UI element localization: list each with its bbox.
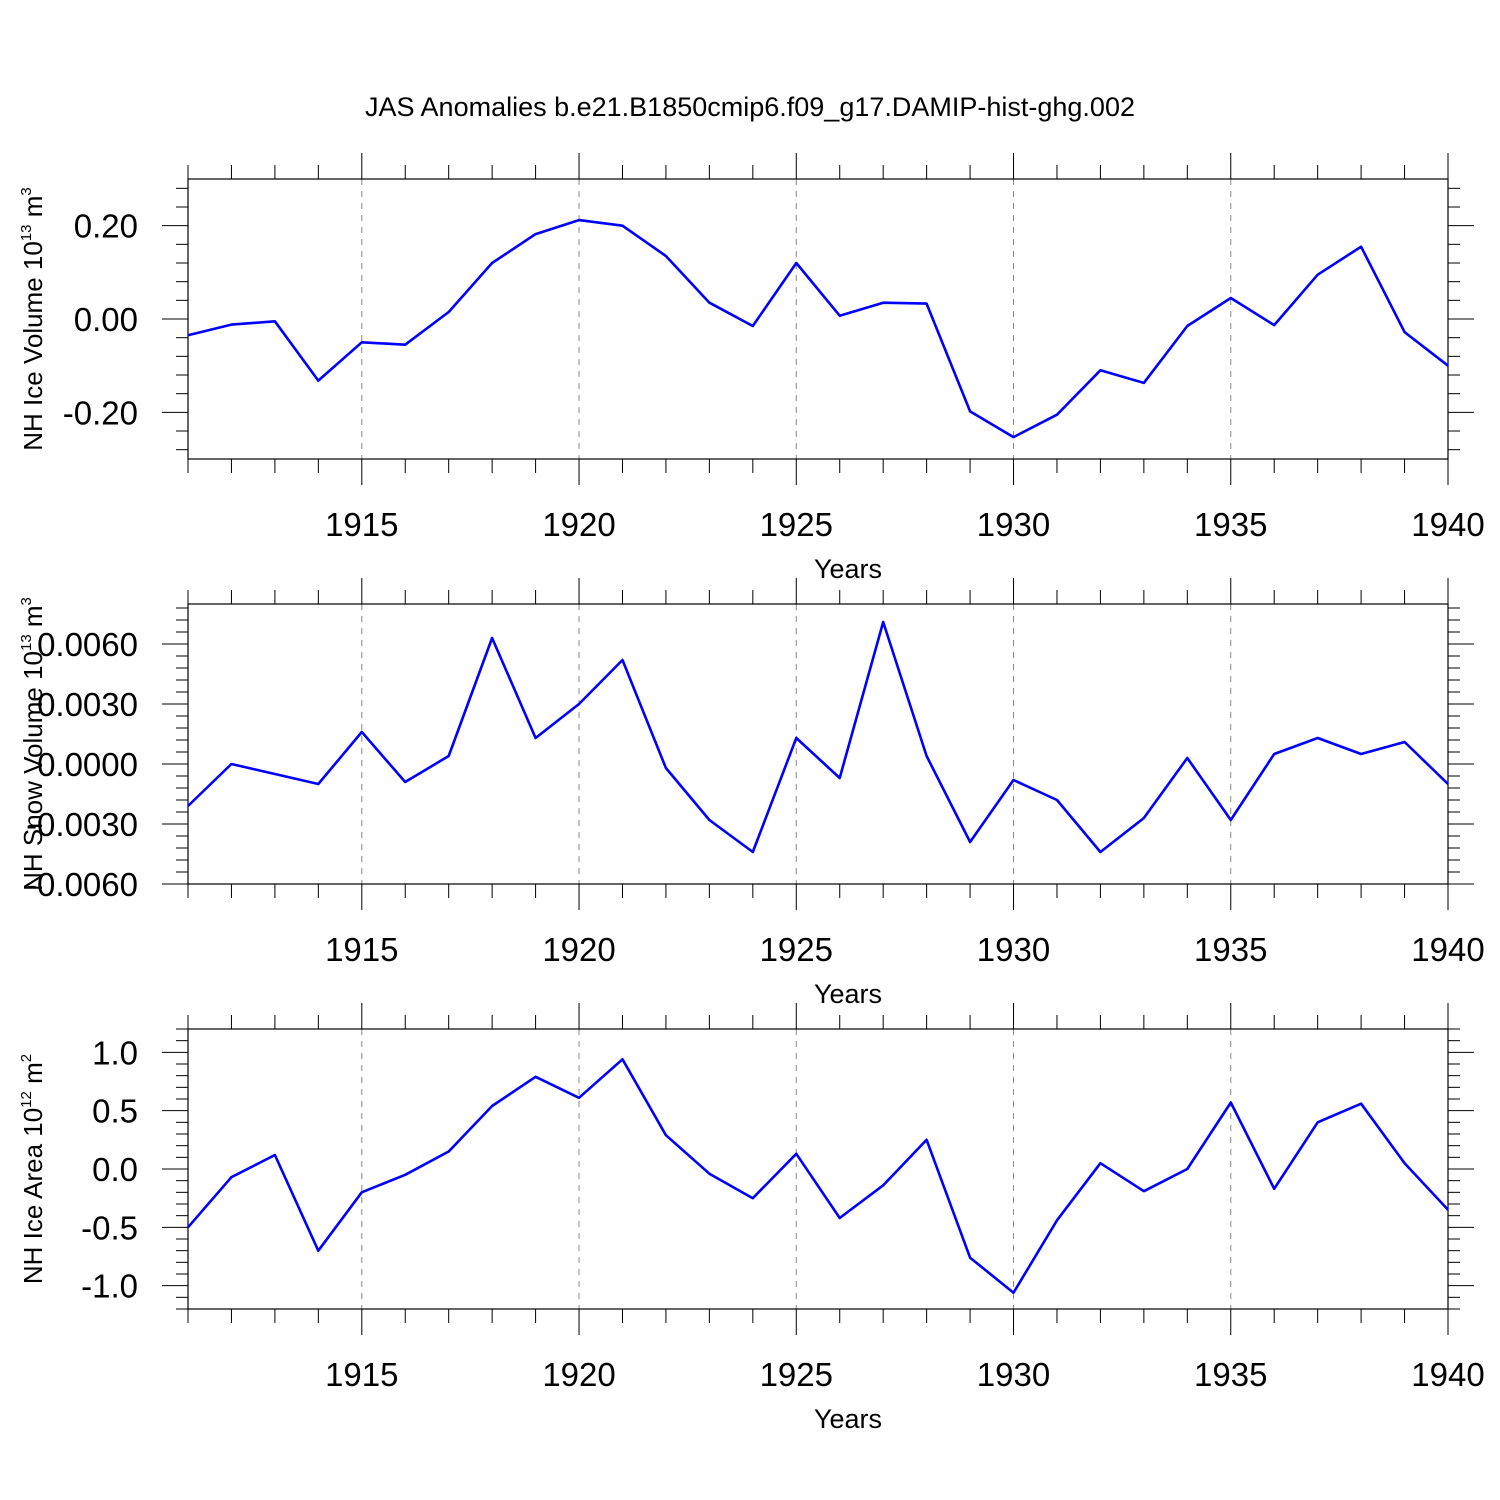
y-axis-title: NH Ice Volume 1013 m3 [18, 187, 48, 450]
y-tick-label: 0.20 [74, 208, 138, 245]
x-tick-label: 1940 [1411, 506, 1484, 543]
y-tick-label: 0.0060 [37, 626, 138, 663]
y-tick-label: 0.0030 [37, 686, 138, 723]
x-tick-label: 1925 [760, 931, 833, 968]
y-tick-label: 0.00 [74, 301, 138, 338]
y-tick-label: -0.0060 [26, 866, 138, 903]
y-tick-label: -0.5 [81, 1209, 138, 1246]
x-axis-title: Years [814, 554, 882, 584]
plot-frame [187, 603, 1449, 885]
y-axis-title: NH Ice Area 1012 m2 [18, 1054, 48, 1284]
panel-1: 0.20 0.00 -0.20 1915 1920 1925 1930 1935 1940 Yea… [18, 153, 1485, 584]
y-tick-label: 0.5 [92, 1093, 138, 1130]
series-line [187, 1058, 1449, 1294]
x-tick-label: 1915 [325, 931, 398, 968]
x-tick-label: 1935 [1194, 506, 1267, 543]
x-tick-label: 1920 [542, 506, 615, 543]
y-tick-label: -0.0030 [26, 806, 138, 843]
x-axis-title: Years [814, 979, 882, 1009]
series-line [187, 620, 1449, 854]
panel-3: 1.0 0.5 0.0 -0.5 -1.0 1915 1920 1925 1930 1935 194… [18, 1003, 1485, 1434]
x-axis-title: Years [814, 1404, 882, 1434]
x-tick-label: 1920 [542, 931, 615, 968]
x-tick-label: 1940 [1411, 1356, 1484, 1393]
panel-2: 0.0060 0.0030 0.0000 -0.0030 -0.0060 1915 1920… [18, 578, 1485, 1009]
x-tick-label: 1935 [1194, 931, 1267, 968]
y-axis-title: NH Snow Volume 1013 m3 [18, 597, 48, 891]
x-tick-label: 1930 [977, 1356, 1050, 1393]
plot-frame [187, 1028, 1449, 1310]
y-tick-label: 0.0000 [37, 746, 138, 783]
x-tick-label: 1915 [325, 506, 398, 543]
x-tick-label: 1940 [1411, 931, 1484, 968]
y-tick-label: -0.20 [63, 394, 138, 431]
x-tick-label: 1915 [325, 1356, 398, 1393]
chart-title: JAS Anomalies b.e21.B1850cmip6.f09_g17.D… [365, 92, 1135, 122]
x-tick-label: 1920 [542, 1356, 615, 1393]
series-line [187, 218, 1449, 439]
x-tick-label: 1925 [760, 506, 833, 543]
x-tick-label: 1935 [1194, 1356, 1267, 1393]
y-tick-label: -1.0 [81, 1268, 138, 1305]
panels: 0.20 0.00 -0.20 1915 1920 1925 1930 1935 1940 Yea… [18, 153, 1485, 1434]
y-tick-label: 1.0 [92, 1034, 138, 1071]
x-tick-label: 1930 [977, 931, 1050, 968]
y-tick-label: 0.0 [92, 1151, 138, 1188]
x-tick-label: 1925 [760, 1356, 833, 1393]
plot-frame [187, 178, 1449, 460]
x-tick-label: 1930 [977, 506, 1050, 543]
